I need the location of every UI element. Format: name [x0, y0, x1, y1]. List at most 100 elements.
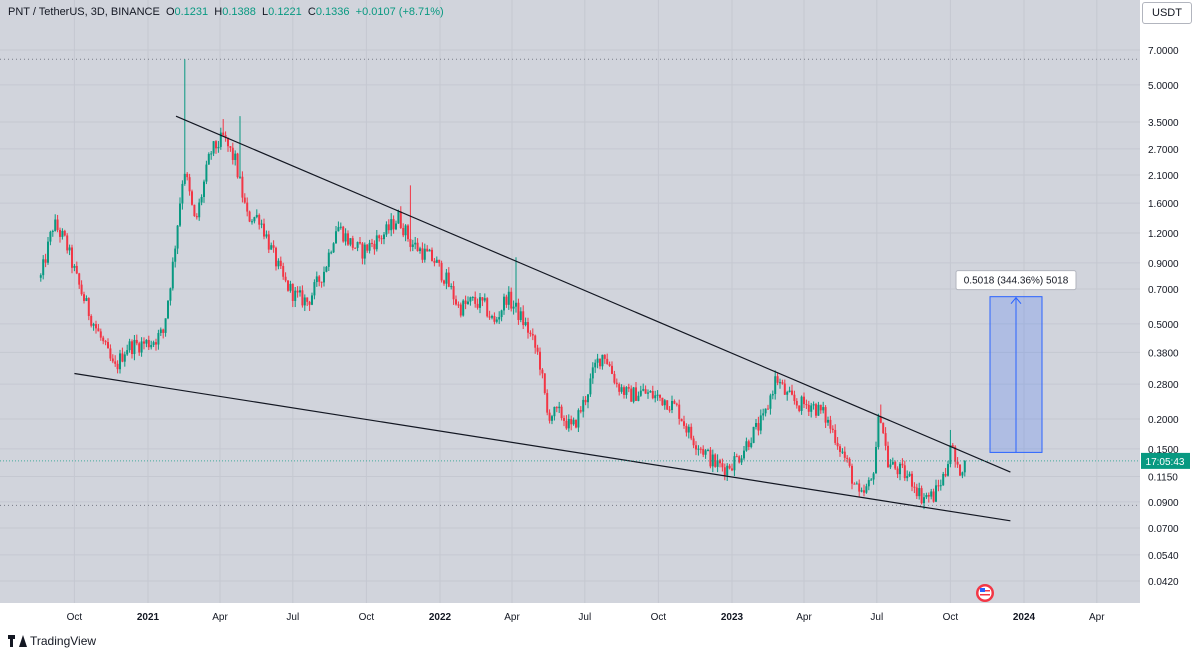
candle-body: [421, 248, 424, 260]
candle-body: [114, 361, 117, 364]
candle-body: [805, 404, 808, 406]
candle-body: [385, 224, 388, 235]
candle-body: [234, 153, 237, 160]
candle-body: [282, 266, 285, 277]
candle-body: [606, 358, 609, 365]
trendline-upper[interactable]: [175, 115, 1011, 473]
candle-body: [505, 296, 508, 305]
candle-body: [263, 223, 265, 237]
current-price-badge: [1141, 452, 1190, 469]
candle-body: [877, 416, 880, 448]
candle-body: [85, 298, 88, 301]
current-price-tag: 17:05:43: [0, 452, 1190, 469]
candle-body: [215, 141, 217, 149]
candle-body: [851, 465, 853, 484]
candle-body: [241, 176, 244, 198]
candle-body: [198, 202, 201, 218]
candle-body: [577, 410, 580, 428]
candle-body: [123, 354, 126, 362]
price-tick-label: 2.1000: [1148, 171, 1179, 182]
candle-body: [659, 394, 661, 398]
trendline-lower[interactable]: [74, 372, 1011, 522]
candle-body: [779, 382, 781, 384]
price-axis-ticks: 7.0000 5.0000 3.5000 2.7000 2.1000 1.6000 1.20…: [1148, 46, 1179, 588]
candle-body: [678, 404, 681, 419]
candle-body: [615, 382, 618, 385]
candle-body: [450, 286, 453, 288]
us-flag-icon[interactable]: [976, 584, 994, 602]
candle-body: [296, 290, 299, 293]
candle-body: [347, 233, 349, 245]
candle-body: [335, 231, 337, 244]
candle-body: [255, 214, 258, 218]
candle-body: [639, 390, 642, 396]
candle-body: [627, 387, 630, 389]
price-tick-label: 0.3800: [1148, 348, 1179, 359]
candle-body: [870, 479, 873, 481]
candle-body: [212, 141, 215, 154]
candle-body: [294, 290, 297, 301]
candle-body: [656, 394, 659, 396]
candle-body: [951, 445, 954, 447]
candle-body: [901, 463, 904, 466]
candle-body: [323, 271, 325, 283]
price-tick-label: 0.1500: [1148, 445, 1179, 456]
candle-body: [539, 351, 541, 370]
time-tick-label: 2022: [429, 612, 452, 623]
price-tick-label: 0.7000: [1148, 285, 1179, 296]
candle-body: [239, 176, 241, 178]
candle-body: [762, 413, 765, 416]
candle-body: [431, 249, 433, 261]
price-tick-label: 1.6000: [1148, 199, 1179, 210]
candle-body: [380, 238, 383, 240]
candle-body: [236, 153, 239, 178]
candle-body: [709, 449, 712, 467]
symbol-header: PNT / TetherUS, 3D, BINANCE O0.1231 H0.1…: [8, 6, 444, 18]
candle-body: [548, 412, 551, 421]
candle-body: [829, 419, 832, 429]
candle-body: [697, 448, 700, 450]
candle-body: [138, 343, 141, 353]
candle-body: [272, 245, 275, 248]
candle-body: [529, 332, 532, 335]
candle-body: [145, 339, 148, 344]
candle-body: [911, 473, 913, 487]
candle-body: [133, 339, 136, 355]
currency-badge[interactable]: USDT: [1142, 2, 1192, 24]
candle-body: [527, 322, 529, 333]
candle-body: [42, 259, 45, 276]
candle-body: [111, 358, 114, 362]
candle-body: [798, 405, 801, 411]
candle-body: [591, 367, 594, 379]
candle-body: [536, 347, 539, 352]
candle-body: [570, 418, 573, 425]
candle-body: [666, 400, 669, 410]
candle-body: [308, 301, 311, 305]
candle-body: [755, 423, 757, 427]
candle-body: [959, 464, 961, 476]
candle-body: [483, 298, 486, 301]
candle-body: [246, 202, 249, 212]
candle-body: [654, 395, 657, 399]
price-tick-label: 0.5000: [1148, 320, 1179, 331]
symbol-title[interactable]: PNT / TetherUS, 3D, BINANCE: [8, 6, 160, 18]
plot-background: [0, 0, 1140, 603]
candle-body: [217, 146, 220, 149]
candle-body: [915, 487, 918, 497]
candle-body: [668, 409, 671, 411]
candle-body: [411, 244, 414, 247]
candle-body: [531, 334, 534, 336]
candle-body: [291, 283, 294, 301]
candle-body: [186, 173, 189, 178]
candle-body: [575, 419, 577, 428]
time-tick-label: Apr: [212, 612, 228, 623]
candle-body: [171, 261, 174, 289]
candle-body: [301, 290, 304, 306]
tradingview-branding: TradingView: [8, 634, 96, 648]
time-axis-ticks: Oct 2021 Apr Jul Oct 2022 Apr Jul Oct 2023 Apr Jul O…: [67, 612, 1106, 623]
close-value: 0.1336: [315, 6, 350, 18]
candle-body: [498, 317, 501, 320]
candle-body: [589, 378, 592, 395]
